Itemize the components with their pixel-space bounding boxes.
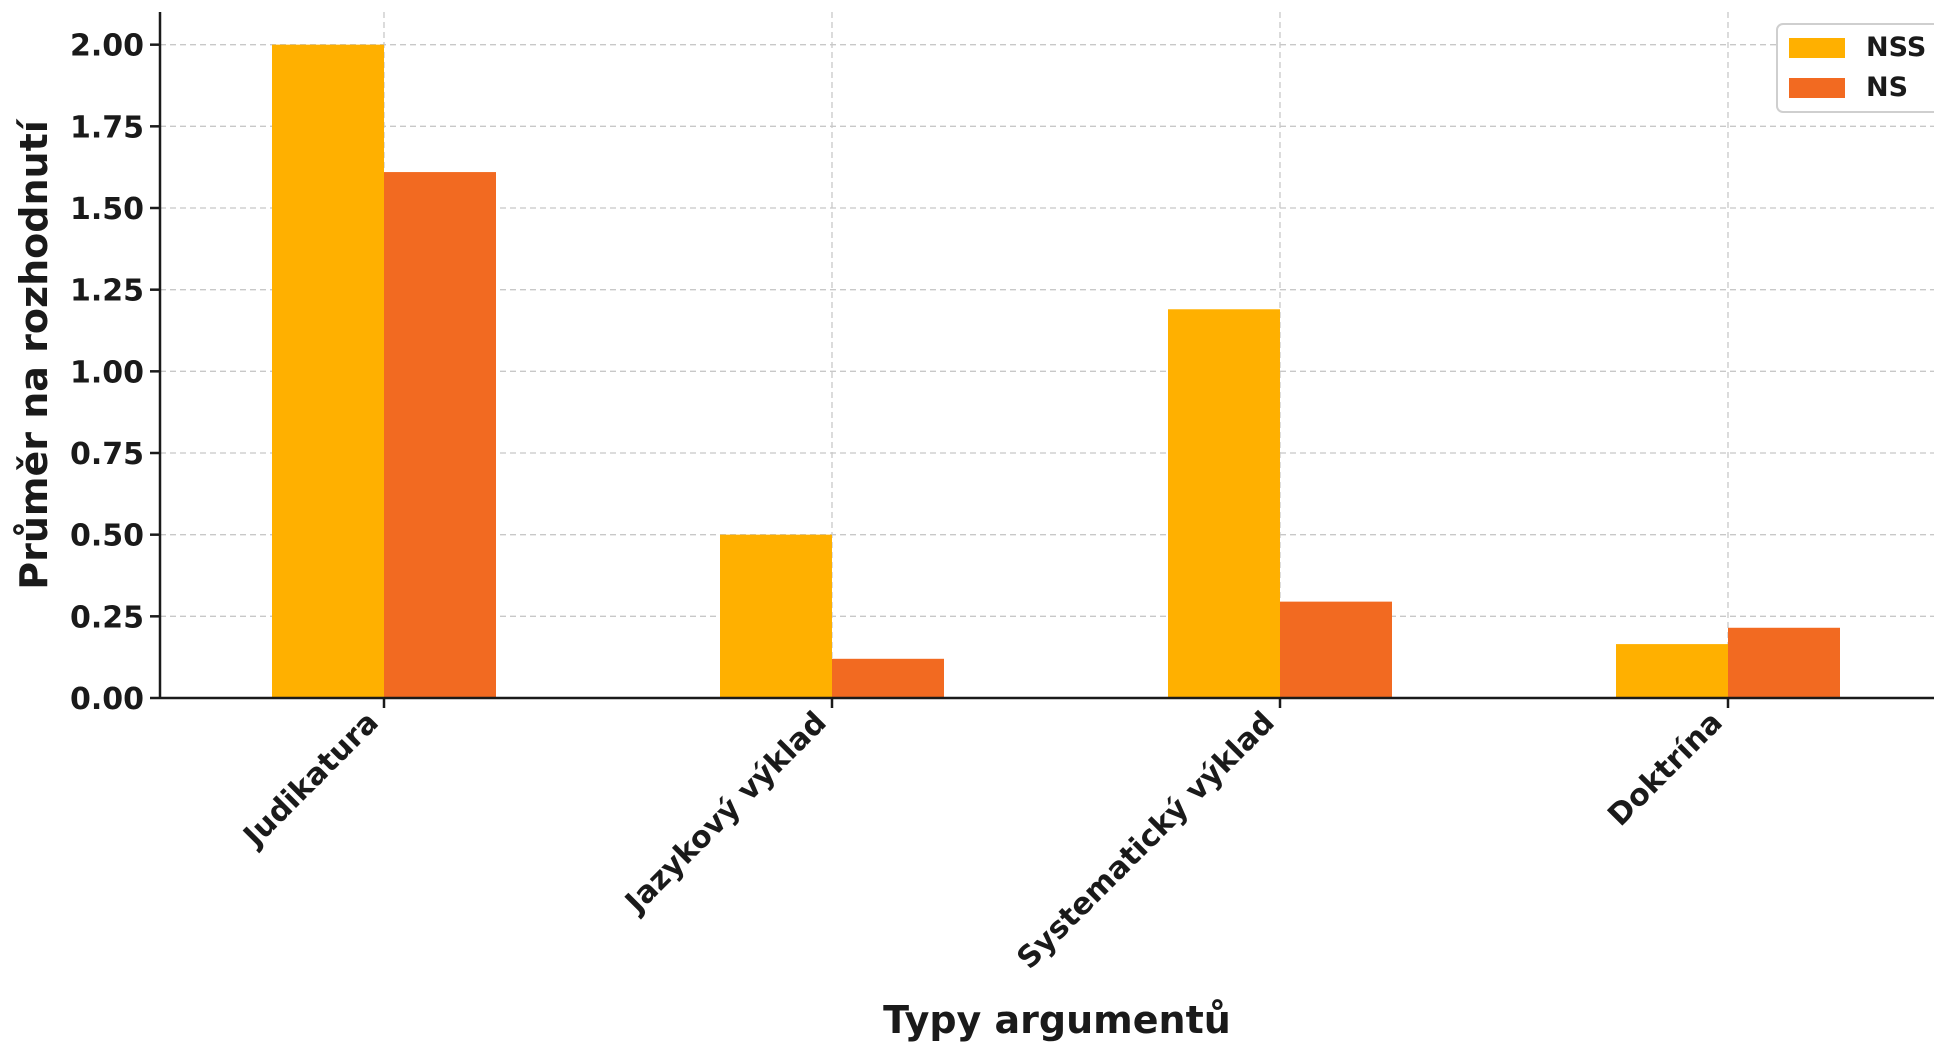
- bar-ns-3: [1728, 627, 1840, 698]
- bar-ns-0: [384, 172, 496, 699]
- y-tick-label: 0.00: [70, 682, 144, 717]
- y-tick-label: 0.50: [70, 519, 144, 554]
- y-tick-label: 1.00: [70, 355, 144, 390]
- bar-nss-3: [1616, 644, 1728, 698]
- x-tick-label: Systematický výklad: [1010, 705, 1281, 976]
- x-tick-label: Judikatura: [236, 705, 386, 855]
- legend-label-nss: NSS: [1866, 32, 1926, 63]
- legend-swatch-ns: [1789, 78, 1845, 98]
- legend-label-ns: NS: [1866, 72, 1908, 103]
- y-tick-label: 1.50: [70, 192, 144, 227]
- bars: [272, 44, 1840, 699]
- bar-ns-1: [832, 658, 944, 698]
- bar-ns-2: [1280, 601, 1392, 698]
- x-axis-label: Typy argumentů: [883, 998, 1231, 1042]
- y-tick-labels: 0.00 0.25 0.50 0.75 1.00 1.25 1.50 1.75 2.00: [70, 29, 144, 717]
- legend-swatch-nss: [1789, 38, 1845, 58]
- y-tick-label: 1.75: [70, 110, 144, 145]
- y-axis-label: Průměr na rozhodnutí: [12, 118, 56, 590]
- legend: NSS NS: [1776, 23, 1934, 113]
- y-tick-label: 0.25: [70, 600, 144, 635]
- x-tick-labels: Judikatura Jazykový výklad Systematický vý…: [236, 705, 1730, 976]
- x-tick-label: Jazykový výklad: [617, 705, 833, 921]
- y-tick-label: 1.25: [70, 274, 144, 309]
- bar-nss-0: [272, 44, 384, 698]
- axes: [150, 12, 1934, 708]
- y-tick-label: 0.75: [70, 437, 144, 472]
- bar-nss-1: [720, 534, 832, 698]
- x-tick-label: Doktrína: [1601, 705, 1729, 833]
- y-tick-label: 2.00: [70, 29, 144, 64]
- bar-nss-2: [1168, 309, 1280, 698]
